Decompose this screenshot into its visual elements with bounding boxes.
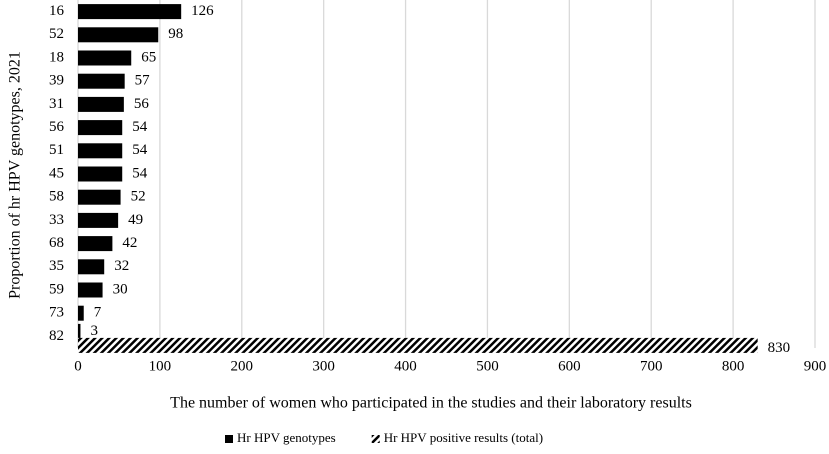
data-label: 56 — [134, 96, 150, 112]
bar — [78, 4, 182, 20]
y-tick-label: 35 — [49, 258, 64, 274]
y-tick-label: 58 — [49, 189, 64, 205]
y-tick-label: 73 — [49, 305, 64, 321]
y-tick-label: 52 — [49, 26, 64, 42]
legend-swatch — [371, 435, 380, 443]
data-label: 54 — [132, 165, 148, 181]
bar — [78, 189, 121, 205]
bar — [78, 212, 119, 228]
x-tick-label: 0 — [74, 358, 82, 374]
y-tick-label: 56 — [49, 119, 65, 135]
x-tick-label: 800 — [722, 358, 745, 374]
x-tick-label: 900 — [804, 358, 827, 374]
bar — [78, 27, 159, 43]
y-tick-label: 18 — [49, 49, 64, 65]
bar — [78, 282, 103, 298]
data-label: 3 — [90, 323, 98, 339]
x-tick-label: 100 — [149, 358, 172, 374]
data-label: 30 — [113, 281, 128, 297]
bar — [78, 166, 123, 182]
bar — [78, 50, 132, 66]
y-tick-label: 68 — [49, 235, 64, 251]
legend-label: Hr HPV genotypes — [237, 430, 336, 445]
data-label: 42 — [122, 235, 137, 251]
y-tick-label: 33 — [49, 212, 64, 228]
data-label: 98 — [168, 26, 183, 42]
data-label: 49 — [128, 212, 143, 228]
legend-swatch — [225, 435, 233, 443]
bar — [78, 143, 123, 159]
y-tick-label: 45 — [49, 165, 64, 181]
x-tick-label: 700 — [640, 358, 663, 374]
bar — [78, 259, 105, 275]
y-tick-label: 59 — [49, 281, 64, 297]
bar — [78, 73, 125, 89]
x-tick-label: 400 — [394, 358, 417, 374]
y-tick-label: 51 — [49, 142, 64, 158]
legend-label: Hr HPV positive results (total) — [384, 430, 543, 445]
y-tick-label: 82 — [49, 328, 64, 344]
x-tick-label: 300 — [312, 358, 335, 374]
data-label: 57 — [135, 73, 151, 89]
bar — [78, 120, 123, 136]
x-tick-label: 200 — [231, 358, 254, 374]
x-tick-label: 600 — [558, 358, 581, 374]
data-label: 52 — [131, 189, 146, 205]
y-tick-label: 16 — [49, 3, 65, 19]
bar — [78, 337, 758, 353]
data-label: 7 — [94, 305, 102, 321]
bar — [78, 236, 113, 252]
bar — [78, 96, 124, 112]
data-label: 126 — [191, 3, 214, 19]
y-tick-label: 31 — [49, 96, 64, 112]
data-label: 54 — [132, 142, 148, 158]
data-label: 32 — [114, 258, 129, 274]
data-label: 54 — [132, 119, 148, 135]
x-tick-label: 500 — [476, 358, 499, 374]
y-axis-title: Proportion of hr HPV genotypes, 2021 — [7, 51, 24, 299]
data-label: 65 — [141, 49, 156, 65]
bar — [78, 305, 84, 321]
y-tick-label: 39 — [49, 73, 64, 89]
x-axis-title: The number of women who participated in … — [170, 395, 692, 412]
bar — [78, 323, 81, 339]
data-label: 830 — [768, 340, 791, 356]
